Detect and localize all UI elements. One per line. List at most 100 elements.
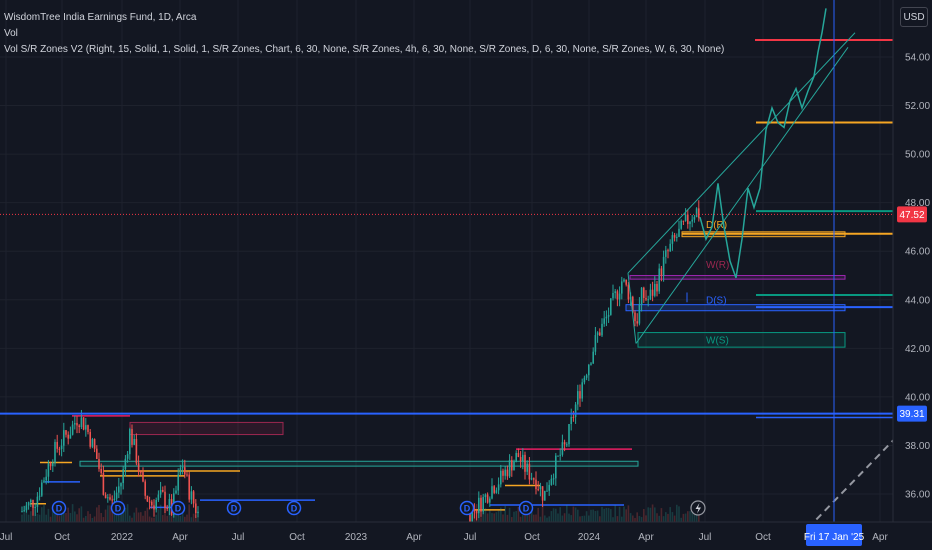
weekly-support-zone: [637, 332, 846, 348]
resistance-zone: [129, 421, 284, 436]
volume-bar: [497, 510, 500, 522]
candle-body: [601, 323, 603, 336]
candle-body: [129, 429, 131, 455]
candle-body: [124, 458, 127, 470]
dividend-marker[interactable]: D: [51, 500, 67, 516]
candle-body: [508, 460, 511, 477]
volume-bar: [559, 507, 561, 522]
volume-bar: [665, 512, 667, 522]
volume-bar: [581, 515, 583, 522]
volume-bar: [691, 510, 693, 522]
candle-body: [667, 250, 669, 252]
projection-wave-path[interactable]: [699, 8, 827, 279]
volume-bar: [126, 504, 129, 522]
candle-body: [186, 474, 188, 476]
dividend-marker-circle[interactable]: [110, 500, 126, 516]
dividend-marker-circle[interactable]: [51, 500, 67, 516]
candle-body: [539, 486, 542, 490]
volume-bar: [120, 510, 122, 522]
candle-body: [495, 490, 498, 493]
volume-bar: [38, 514, 41, 522]
volume-bar: [590, 509, 592, 522]
volume-bar: [687, 511, 689, 522]
volume-bar: [486, 513, 489, 522]
volume-bar: [23, 505, 25, 522]
volume-bar: [698, 515, 700, 522]
candle-body: [137, 463, 140, 472]
volume-bar: [159, 504, 162, 522]
trend-channel-lower[interactable]: [635, 46, 849, 344]
dividend-marker-circle[interactable]: [226, 500, 242, 516]
candle-body: [82, 417, 85, 430]
future-event-marker[interactable]: [690, 500, 706, 516]
candle-body: [157, 494, 160, 500]
volume-bar: [190, 517, 193, 522]
candle-body: [135, 438, 138, 464]
price-tick-label: 36.00: [905, 490, 930, 501]
dividend-marker[interactable]: D: [518, 500, 534, 516]
candle-body: [192, 491, 195, 504]
time-axis-background[interactable]: [0, 522, 932, 550]
candle-body: [572, 417, 575, 419]
volume-bar: [629, 513, 632, 522]
time-tick-label: Jul: [0, 532, 12, 543]
dividend-marker[interactable]: D: [170, 500, 186, 516]
dividend-marker-circle[interactable]: [459, 500, 475, 516]
dividend-marker-circle[interactable]: [518, 500, 534, 516]
candle-body: [535, 479, 537, 490]
candle-body: [104, 494, 107, 499]
candle-body: [21, 511, 23, 513]
candle-body: [502, 470, 504, 476]
candle-body: [671, 235, 674, 244]
volume-bar: [168, 508, 171, 522]
candle-body: [60, 445, 63, 449]
volume-bar: [572, 506, 575, 522]
volume-bar: [96, 507, 98, 522]
candle-body: [528, 463, 531, 480]
volume-indicator-label[interactable]: Vol: [4, 28, 18, 39]
candle-body: [188, 474, 190, 500]
volume-bar: [579, 516, 581, 522]
dividend-marker-circle[interactable]: [286, 500, 302, 516]
candle-body: [638, 304, 641, 324]
volume-bar: [111, 508, 113, 522]
volume-bar: [471, 513, 473, 522]
volume-bar: [566, 505, 568, 522]
volume-bar: [649, 507, 652, 522]
candle-body: [58, 448, 61, 450]
candle-body: [563, 442, 566, 445]
volume-bar: [175, 512, 177, 522]
volume-bar: [522, 514, 524, 522]
volume-bar: [54, 511, 56, 522]
price-axis-background[interactable]: [893, 0, 932, 550]
time-tick-label: Oct: [524, 532, 540, 543]
dividend-marker-circle[interactable]: [170, 500, 186, 516]
volume-bar: [519, 516, 522, 522]
sr-zones-indicator-label[interactable]: Vol S/R Zones V2 (Right, 15, Solid, 1, S…: [4, 44, 725, 55]
volume-bar: [142, 515, 144, 522]
time-tick-label: Oct: [289, 532, 305, 543]
dividend-marker[interactable]: D: [110, 500, 126, 516]
volume-bar: [124, 507, 127, 522]
candle-body: [126, 454, 129, 459]
volume-bar: [537, 507, 539, 522]
currency-button[interactable]: USD: [900, 7, 928, 27]
volume-bar: [634, 517, 636, 522]
candle-body: [680, 220, 682, 229]
dividend-marker[interactable]: D: [286, 500, 302, 516]
projection-dashed-line[interactable]: [807, 432, 901, 529]
trend-channel-edge[interactable]: [627, 273, 637, 344]
volume-bar: [100, 512, 102, 522]
trend-channel-upper[interactable]: [627, 32, 856, 274]
volume-bar: [107, 505, 109, 522]
chart-legend: WisdomTree India Earnings Fund, 1D, Arca…: [4, 10, 724, 58]
symbol-title[interactable]: WisdomTree India Earnings Fund, 1D, Arca: [4, 12, 197, 23]
dividend-marker[interactable]: D: [459, 500, 475, 516]
volume-bar: [87, 511, 89, 522]
candle-body: [524, 454, 526, 472]
volume-bar: [140, 512, 142, 522]
volume-bar: [513, 511, 515, 522]
dividend-marker[interactable]: D: [226, 500, 242, 516]
